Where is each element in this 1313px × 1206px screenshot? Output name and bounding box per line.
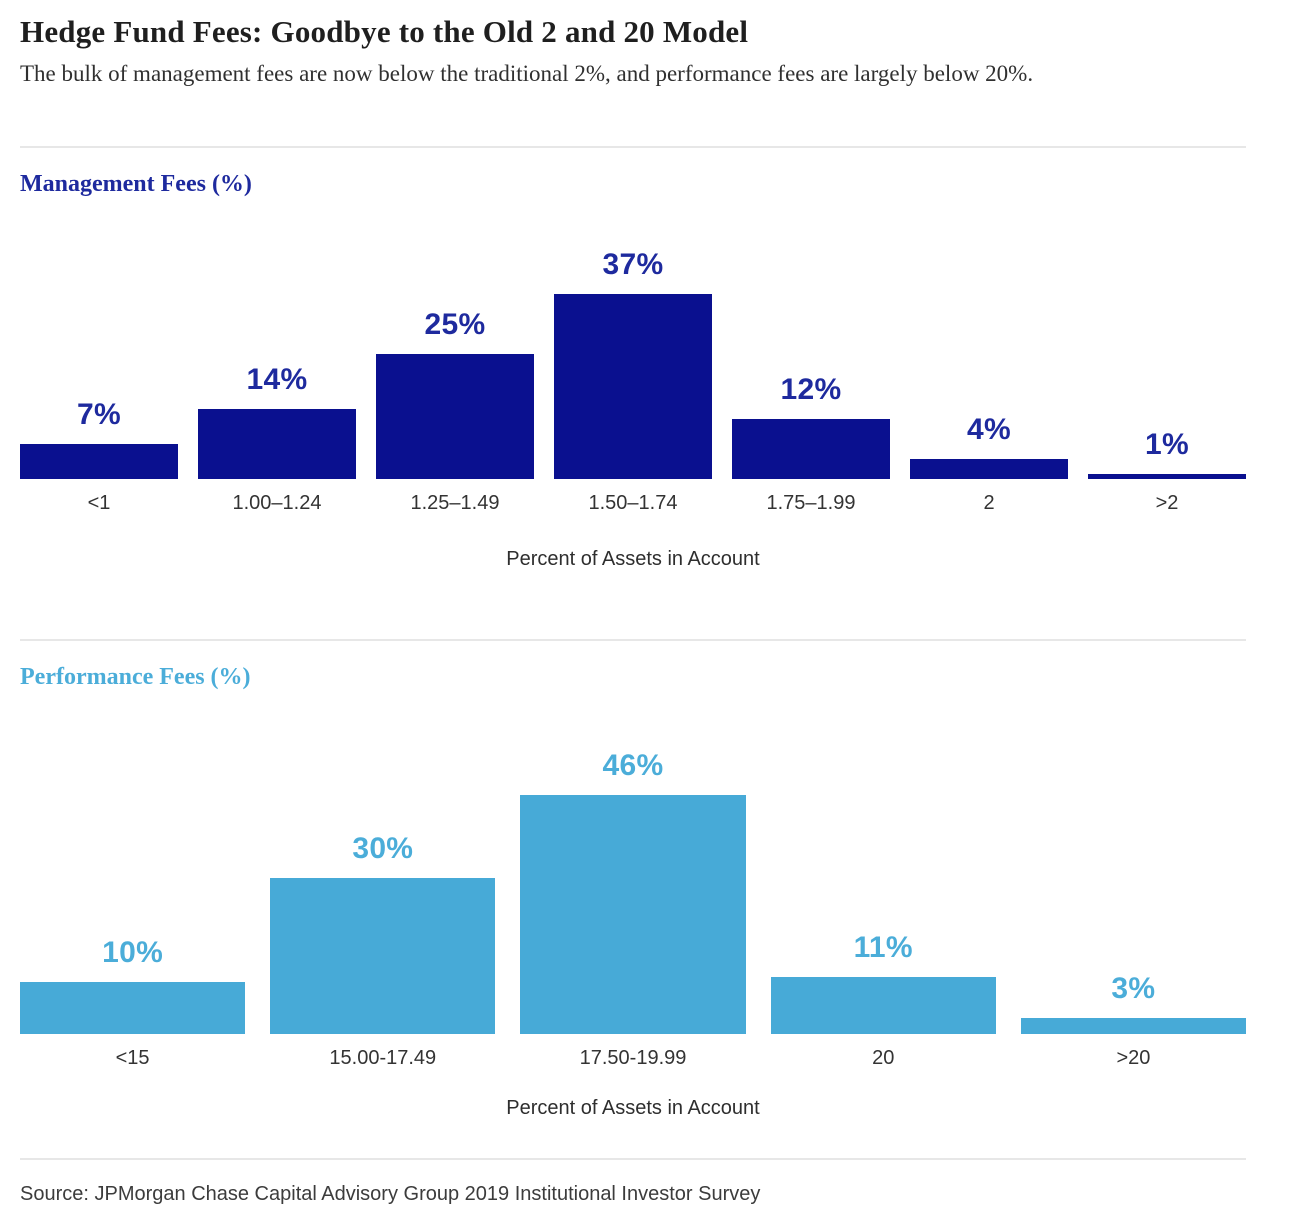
chart-title: Performance Fees (%)	[20, 664, 251, 690]
bar-value-label: 14%	[246, 363, 308, 396]
bar-column: 37% 1.50–1.74	[554, 246, 712, 515]
source-note: Source: JPMorgan Chase Capital Advisory …	[20, 1183, 761, 1205]
section-divider	[20, 146, 1246, 148]
bar-column: 12% 1.75–1.99	[732, 371, 890, 515]
page-title: Hedge Fund Fees: Goodbye to the Old 2 an…	[20, 14, 749, 49]
bar	[770, 977, 996, 1034]
x-tick-label: <1	[87, 492, 111, 514]
x-tick-label: 2	[983, 492, 995, 514]
bar-column: 14% 1.00–1.24	[198, 361, 356, 515]
bar-value-label: 46%	[602, 749, 664, 782]
bar-value-label: 1%	[1145, 428, 1189, 461]
bar-value-label: 3%	[1111, 972, 1156, 1005]
bar	[376, 354, 534, 479]
bar	[732, 419, 890, 479]
bar-value-label: 25%	[424, 308, 486, 341]
bar-column: 30% 15.00-17.49	[270, 830, 496, 1070]
bar-column: 10% <15	[20, 934, 246, 1070]
x-tick-label: 1.75–1.99	[766, 492, 856, 514]
bar-value-label: 30%	[352, 832, 414, 865]
bar-column: 1% >2	[1088, 426, 1246, 515]
bar	[520, 795, 746, 1034]
x-tick-label: 15.00-17.49	[329, 1047, 437, 1069]
bar-value-label: 12%	[780, 373, 842, 406]
footer-divider	[20, 1158, 1246, 1160]
bar	[198, 409, 356, 479]
bar-column: 46% 17.50-19.99	[520, 747, 746, 1070]
x-tick-label: 1.25–1.49	[410, 492, 500, 514]
bar-column: 25% 1.25–1.49	[376, 306, 534, 515]
bar-value-label: 10%	[102, 936, 164, 969]
x-tick-label: 17.50-19.99	[579, 1047, 687, 1069]
bar	[910, 459, 1068, 479]
bar	[1020, 1018, 1247, 1034]
bar	[20, 982, 246, 1034]
bar-value-label: 11%	[853, 931, 913, 964]
bar	[20, 444, 178, 479]
bar-column: 4% 2	[910, 411, 1068, 515]
bar-value-label: 37%	[602, 248, 664, 281]
bar-column: 7% <1	[20, 396, 178, 515]
x-axis-title: Percent of Assets in Account	[506, 1097, 760, 1119]
bar-column: 3% >20	[1020, 970, 1247, 1070]
x-tick-label: 1.50–1.74	[588, 492, 678, 514]
chart-title: Management Fees (%)	[20, 171, 252, 197]
x-tick-label: >2	[1155, 492, 1179, 514]
bars-row: 7% <1 14% 1.00–1.24 25% 1.25–1.49 37% 1.50–1.74…	[20, 234, 1246, 515]
x-tick-label: 1.00–1.24	[232, 492, 322, 514]
x-tick-label: >20	[1116, 1047, 1151, 1069]
bar-value-label: 7%	[77, 398, 121, 431]
section-divider	[20, 639, 1246, 641]
bars-row: 10% <15 30% 15.00-17.49 46% 17.50-19.99 11% 20 3…	[20, 735, 1247, 1070]
page-subtitle: The bulk of management fees are now belo…	[20, 61, 1034, 86]
bar-value-label: 4%	[967, 413, 1011, 446]
bar	[270, 878, 496, 1034]
chart-section-1: Performance Fees (%) 10% <15 30% 15.00-17.49…	[20, 639, 1247, 1120]
bar	[1088, 474, 1246, 479]
bar-column: 11% 20	[770, 929, 996, 1070]
chart-section-0: Management Fees (%) 7% <1 14% 1.00–1.24 25% 1.…	[20, 146, 1246, 571]
x-axis-title: Percent of Assets in Account	[506, 548, 760, 570]
x-tick-label: 20	[872, 1047, 895, 1069]
bar	[554, 294, 712, 479]
x-tick-label: <15	[115, 1047, 150, 1069]
charts-container: Management Fees (%) 7% <1 14% 1.00–1.24 25% 1.…	[20, 146, 1247, 1120]
